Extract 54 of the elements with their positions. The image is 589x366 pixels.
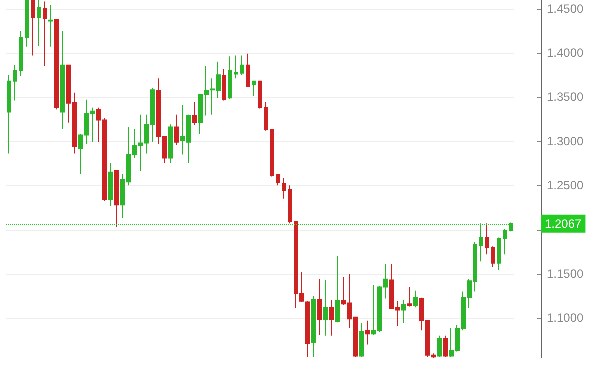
candlestick [48, 4, 53, 48]
candlestick [497, 237, 501, 271]
candlestick [240, 55, 244, 76]
candlestick [443, 335, 448, 358]
y-tick-label: 1.1000 [547, 311, 584, 326]
candlestick [174, 114, 179, 146]
candlestick [168, 124, 173, 164]
y-tick-label: 1.3000 [547, 134, 584, 148]
candlestick [54, 18, 59, 110]
candlestick [276, 174, 280, 186]
candlestick [413, 290, 418, 308]
candlestick [234, 55, 238, 80]
candlestick [228, 56, 232, 100]
candlestick [108, 163, 113, 206]
candlestick [60, 30, 65, 130]
candlestick [503, 228, 507, 256]
candlestick [31, 0, 35, 56]
candlestick [437, 335, 442, 358]
candlestick [7, 74, 11, 154]
candlestick [282, 178, 286, 200]
candlestick [509, 222, 513, 232]
y-tick-label: 1.3500 [547, 90, 584, 104]
candlestick [485, 223, 489, 256]
candlestick [335, 256, 340, 324]
candlestick [305, 300, 310, 358]
candlestick [359, 323, 364, 358]
candlestick [491, 246, 495, 268]
candlestick [13, 64, 17, 102]
candlestick [264, 102, 268, 132]
candlestick [401, 300, 406, 324]
candlestick [329, 300, 334, 336]
candlestick [270, 128, 274, 178]
y-tick-label: 1.1500 [547, 267, 584, 282]
candlestick [311, 296, 316, 358]
candlestick [25, 0, 29, 48]
candlestick [114, 170, 119, 228]
candlestick [222, 68, 226, 102]
y-tick-label: 1.4000 [547, 46, 584, 60]
candlestick [479, 223, 483, 262]
candlestick [407, 286, 412, 308]
candlestick [317, 278, 322, 336]
candlestick [323, 280, 328, 336]
y-tick-label: 1.2500 [547, 178, 584, 193]
candlestick [246, 53, 250, 88]
candlestick [288, 185, 292, 224]
candlestick [37, 0, 41, 46]
y-tick-label: 1.4500 [547, 2, 584, 16]
candlestick [252, 80, 256, 97]
candlestick [258, 80, 262, 110]
candlestick [192, 102, 197, 126]
candlestick [19, 30, 23, 77]
candlestick [365, 320, 370, 346]
ref-line-label: 1.2067 [545, 216, 582, 231]
candlestick [43, 1, 47, 67]
